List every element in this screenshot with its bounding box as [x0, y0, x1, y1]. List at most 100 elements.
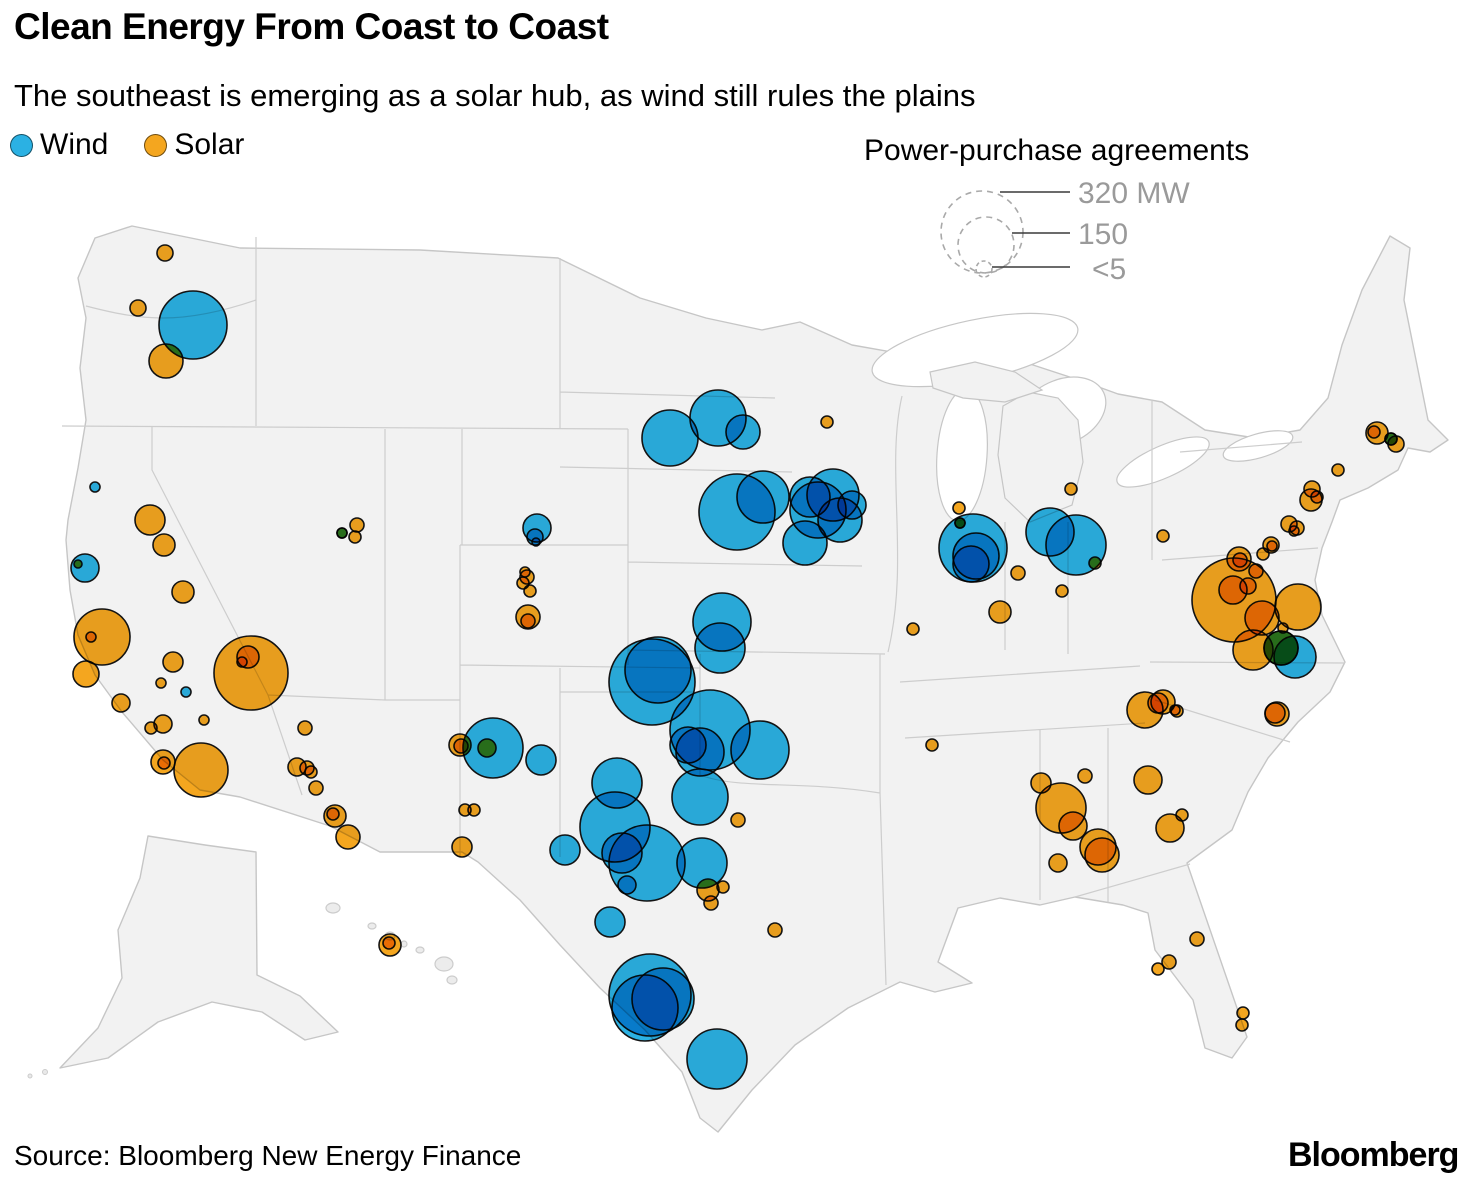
ppa-bubble-wind[interactable]: Wind ≈80 MW	[601, 832, 643, 874]
ppa-bubble-wind[interactable]: Wind ≈157 MW	[671, 768, 729, 826]
ppa-bubble-solar[interactable]: Solar ≈7 MW	[925, 738, 939, 752]
ppa-bubble-wind[interactable]: Wind ≈3 MW	[531, 537, 541, 547]
ppa-bubble-solar[interactable]: Solar ≈7 MW	[1064, 482, 1078, 496]
ppa-bubble-solar[interactable]: Solar ≈16 MW	[477, 738, 497, 758]
ppa-bubble-solar[interactable]: Solar ≈10 MW	[1189, 931, 1205, 947]
ppa-bubble-solar[interactable]: Solar ≈5 MW	[85, 631, 97, 643]
ppa-bubble-solar[interactable]: Solar ≈7 MW	[820, 415, 834, 429]
ppa-bubble-wind[interactable]: Wind ≈80 MW	[789, 476, 831, 518]
ppa-bubble-solar[interactable]: Solar ≈7 MW	[304, 765, 318, 779]
ppa-bubble-solar[interactable]: Solar ≈58 MW	[148, 343, 184, 379]
ppa-bubble-wind[interactable]: Wind ≈5 MW	[180, 686, 192, 698]
ppa-bubble-solar[interactable]: Solar ≈20 MW	[1147, 692, 1169, 714]
ppa-bubble-solar[interactable]: Solar ≈5 MW	[1169, 704, 1181, 716]
ppa-bubble-solar[interactable]: Solar ≈34 MW	[72, 660, 100, 688]
ppa-bubble-solar[interactable]: Solar ≈16 MW	[111, 693, 131, 713]
ppa-bubble-wind[interactable]: Wind ≈16 MW	[617, 875, 637, 895]
ppa-bubble-wind[interactable]: Wind ≈5 MW	[89, 481, 101, 493]
ppa-bubble-solar[interactable]: Solar ≈3 MW	[73, 559, 83, 569]
ppa-bubble-wind[interactable]: Wind ≈115 MW	[1025, 507, 1075, 557]
ppa-bubble-wind[interactable]: Wind ≈45 MW	[549, 834, 581, 866]
ppa-bubble-wind[interactable]: Wind ≈97 MW	[782, 520, 828, 566]
ppa-bubble-solar[interactable]: Solar ≈7 MW	[326, 807, 340, 821]
ppa-bubble-wind[interactable]: Wind ≈45 MW	[525, 744, 557, 776]
ppa-bubble-solar[interactable]: Solar ≈7 MW	[716, 880, 730, 894]
ppa-bubble-solar[interactable]: Solar ≈7 MW	[1310, 490, 1324, 504]
ppa-bubble-solar[interactable]: Solar ≈13 MW	[129, 299, 147, 317]
ppa-bubble-solar[interactable]: Solar ≈39 MW	[1058, 811, 1088, 841]
ppa-bubble-solar[interactable]: Solar ≈274 MW	[213, 635, 289, 711]
ppa-bubble-solar[interactable]: Solar ≈29 MW	[335, 824, 361, 850]
ppa-bubble-wind[interactable]: Wind ≈65 MW	[952, 545, 990, 583]
ppa-bubble-solar[interactable]: Solar ≈10 MW	[1077, 768, 1093, 784]
ppa-bubble-solar[interactable]: Solar ≈10 MW	[453, 738, 469, 754]
ppa-bubble-solar[interactable]: Solar ≈5 MW	[519, 566, 531, 578]
ppa-bubble-solar[interactable]: Solar ≈7 MW	[1175, 808, 1189, 822]
ppa-bubble-solar[interactable]: Solar ≈10 MW	[297, 720, 313, 736]
ppa-bubble-wind[interactable]: Wind ≈45 MW	[594, 906, 626, 938]
ppa-bubble-solar[interactable]: Solar ≈24 MW	[988, 600, 1012, 624]
ppa-bubble-wind[interactable]: Wind ≈58 MW	[725, 414, 761, 450]
ppa-bubble-solar[interactable]: Solar ≈5 MW	[198, 714, 210, 726]
ppa-bubble-solar[interactable]: Solar ≈10 MW	[349, 517, 365, 533]
ppa-bubble-solar[interactable]: Solar ≈5 MW	[954, 517, 966, 529]
ppa-bubble-solar[interactable]: Solar ≈7 MW	[906, 622, 920, 636]
ppa-bubble-solar[interactable]: Solar ≈5 MW	[1266, 540, 1278, 552]
ppa-bubble-wind[interactable]: Wind ≈125 MW	[694, 622, 746, 674]
ppa-bubble-wind[interactable]: Wind ≈65 MW	[669, 726, 707, 764]
ppa-bubble-solar[interactable]: Solar ≈7 MW	[523, 584, 537, 598]
ppa-bubble-wind[interactable]: Wind ≈125 MW	[591, 757, 643, 809]
ppa-bubble-solar[interactable]: Solar ≈7 MW	[1256, 547, 1270, 561]
ppa-bubble-solar[interactable]: Solar ≈10 MW	[1161, 954, 1177, 970]
ppa-bubble-solar[interactable]: Solar ≈10 MW	[730, 812, 746, 828]
ppa-bubble-solar[interactable]: Solar ≈7 MW	[1384, 432, 1398, 446]
ppa-bubble-wind[interactable]: Wind ≈39 MW	[70, 553, 100, 583]
ppa-bubble-solar[interactable]: Solar ≈10 MW	[1232, 552, 1248, 568]
ppa-bubble-solar[interactable]: Solar ≈7 MW	[1236, 1006, 1250, 1020]
ppa-bubble-solar[interactable]: Solar ≈10 MW	[308, 780, 324, 796]
ppa-bubble-solar[interactable]: Solar ≈7 MW	[144, 721, 158, 735]
ppa-bubble-solar[interactable]: Solar ≈10 MW	[520, 613, 536, 629]
ppa-bubble-solar[interactable]: Solar ≈10 MW	[1248, 563, 1264, 579]
ppa-bubble-solar[interactable]: Solar ≈7 MW	[1367, 425, 1381, 439]
ppa-bubble-solar[interactable]: Solar ≈13 MW	[156, 244, 174, 262]
ppa-bubble-solar[interactable]: Solar ≈5 MW	[1277, 622, 1289, 634]
ppa-bubble-solar[interactable]: Solar ≈20 MW	[162, 651, 184, 673]
ppa-bubble-wind[interactable]: Wind ≈192 MW	[631, 967, 695, 1031]
ppa-bubble-wind[interactable]: Wind ≈168 MW	[730, 720, 790, 780]
ppa-bubble-solar[interactable]: Solar ≈24 MW	[171, 580, 195, 604]
ppa-bubble-solar[interactable]: Solar ≈24 MW	[152, 533, 176, 557]
ppa-bubble-solar[interactable]: Solar ≈7 MW	[1055, 584, 1069, 598]
ppa-bubble-solar[interactable]: Solar ≈13 MW	[1239, 577, 1257, 595]
ppa-bubble-solar[interactable]: Solar ≈20 MW	[451, 836, 473, 858]
ppa-bubble-solar[interactable]: Solar ≈7 MW	[348, 530, 362, 544]
ppa-bubble-solar[interactable]: Solar ≈7 MW	[157, 756, 171, 770]
ppa-bubble-solar[interactable]: Solar ≈7 MW	[1151, 962, 1165, 976]
ppa-bubble-solar[interactable]: Solar ≈7 MW	[1088, 556, 1102, 570]
ppa-bubble-solar[interactable]: Solar ≈5 MW	[236, 656, 248, 668]
ppa-bubble-solar[interactable]: Solar ≈20 MW	[1030, 772, 1052, 794]
ppa-bubble-wind[interactable]: Wind ≈180 MW	[686, 1028, 748, 1090]
ppa-bubble-solar[interactable]: Solar ≈10 MW	[1010, 565, 1026, 581]
ppa-bubble-solar[interactable]: Solar ≈7 MW	[1235, 1018, 1249, 1032]
ppa-bubble-solar[interactable]: Solar ≈39 MW	[1133, 765, 1163, 795]
ppa-bubble-solar[interactable]: Solar ≈157 MW	[73, 608, 131, 666]
ppa-bubble-solar[interactable]: Solar ≈146 MW	[173, 742, 229, 798]
ppa-bubble-solar[interactable]: Solar ≈45 MW	[134, 504, 166, 536]
ppa-bubble-wind[interactable]: Wind ≈218 MW	[624, 636, 692, 704]
ppa-bubble-solar[interactable]: Solar ≈5 MW	[155, 677, 167, 689]
ppa-bubble-solar[interactable]: Solar ≈7 MW	[1156, 529, 1170, 543]
ppa-bubble-solar[interactable]: Solar ≈7 MW	[1331, 463, 1345, 477]
ppa-bubble-solar[interactable]: Solar ≈16 MW	[1048, 853, 1068, 873]
ppa-bubble-solar[interactable]: Solar ≈10 MW	[767, 922, 783, 938]
ppa-bubble-wind[interactable]: Wind ≈135 MW	[736, 470, 790, 524]
ppa-bubble-solar[interactable]: Solar ≈5 MW	[336, 527, 348, 539]
ppa-bubble-solar[interactable]: Solar ≈58 MW	[1263, 630, 1299, 666]
ppa-bubble-wind[interactable]: Wind ≈231 MW	[158, 290, 228, 360]
ppa-bubble-wind[interactable]: Wind ≈39 MW	[837, 490, 867, 520]
ppa-bubble-solar[interactable]: Solar ≈7 MW	[382, 936, 396, 950]
ppa-bubble-solar[interactable]: Solar ≈7 MW	[467, 803, 481, 817]
ppa-bubble-solar[interactable]: Solar ≈39 MW	[1155, 813, 1185, 843]
ppa-bubble-solar[interactable]: Solar ≈10 MW	[703, 895, 719, 911]
ppa-bubble-solar[interactable]: Solar ≈5 MW	[1288, 525, 1300, 537]
